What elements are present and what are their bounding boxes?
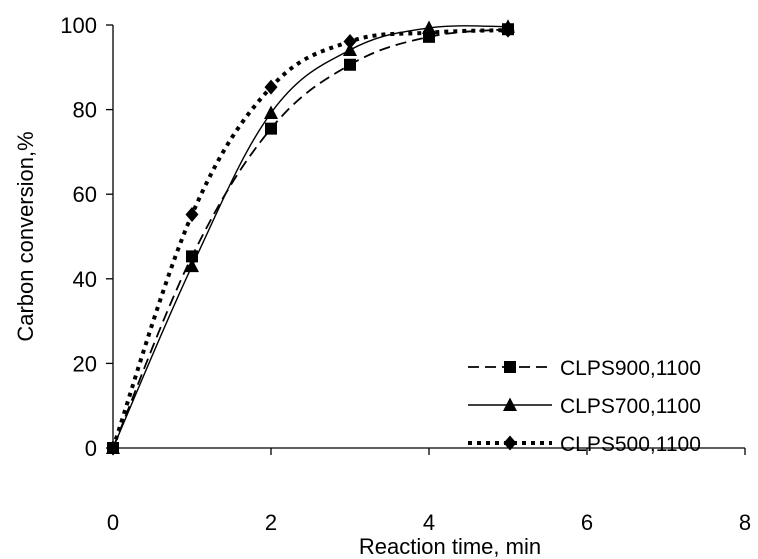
y-tick-label: 80 — [73, 98, 97, 123]
series-group — [106, 19, 515, 456]
data-point-diamond — [185, 207, 199, 223]
x-tick-label: 4 — [423, 510, 435, 535]
data-point-square — [344, 58, 356, 71]
legend-label: CLPS500,1100 — [560, 433, 701, 456]
axes: 0 20 40 60 80 100 0 2 4 6 8 — [60, 13, 751, 535]
y-tick-label: 20 — [73, 351, 97, 376]
data-point-triangle — [185, 258, 199, 273]
data-point-diamond — [501, 22, 515, 38]
series-diamond — [106, 22, 515, 456]
x-tick-label: 0 — [107, 510, 119, 535]
legend-marker-triangle — [503, 397, 517, 411]
series-line — [112, 28, 509, 449]
x-tick-label: 2 — [265, 510, 277, 535]
x-axis-title: Reaction time, min — [359, 534, 541, 559]
legend-label: CLPS900,1100 — [560, 357, 701, 380]
x-tick-label: 6 — [581, 510, 593, 535]
y-tick-label: 60 — [73, 182, 97, 207]
x-tick-label: 8 — [739, 510, 751, 535]
y-ticks: 0 20 40 60 80 100 — [60, 13, 113, 461]
data-point-diamond — [422, 25, 436, 41]
data-point-square — [265, 122, 277, 135]
series-square — [107, 23, 514, 454]
legend-marker-square — [504, 361, 516, 373]
data-point-diamond — [264, 79, 278, 95]
data-point-triangle — [343, 42, 357, 56]
y-tick-label: 100 — [60, 13, 97, 38]
x-ticks: 0 2 4 6 8 — [107, 448, 751, 535]
data-point-triangle — [264, 105, 278, 119]
data-point-diamond — [106, 440, 120, 456]
series-line — [111, 28, 509, 449]
y-tick-label: 0 — [85, 436, 97, 461]
y-tick-label: 40 — [73, 267, 97, 292]
legend-marker-diamond — [503, 435, 517, 451]
legend: CLPS900,1100 CLPS700,1100 CLPS500,1100 — [468, 357, 701, 456]
legend-label: CLPS700,1100 — [560, 395, 701, 418]
y-axis-title: Carbon conversion,% — [13, 131, 38, 341]
data-point-square — [186, 250, 198, 263]
data-point-diamond — [343, 33, 357, 49]
series-triangle — [106, 19, 515, 454]
